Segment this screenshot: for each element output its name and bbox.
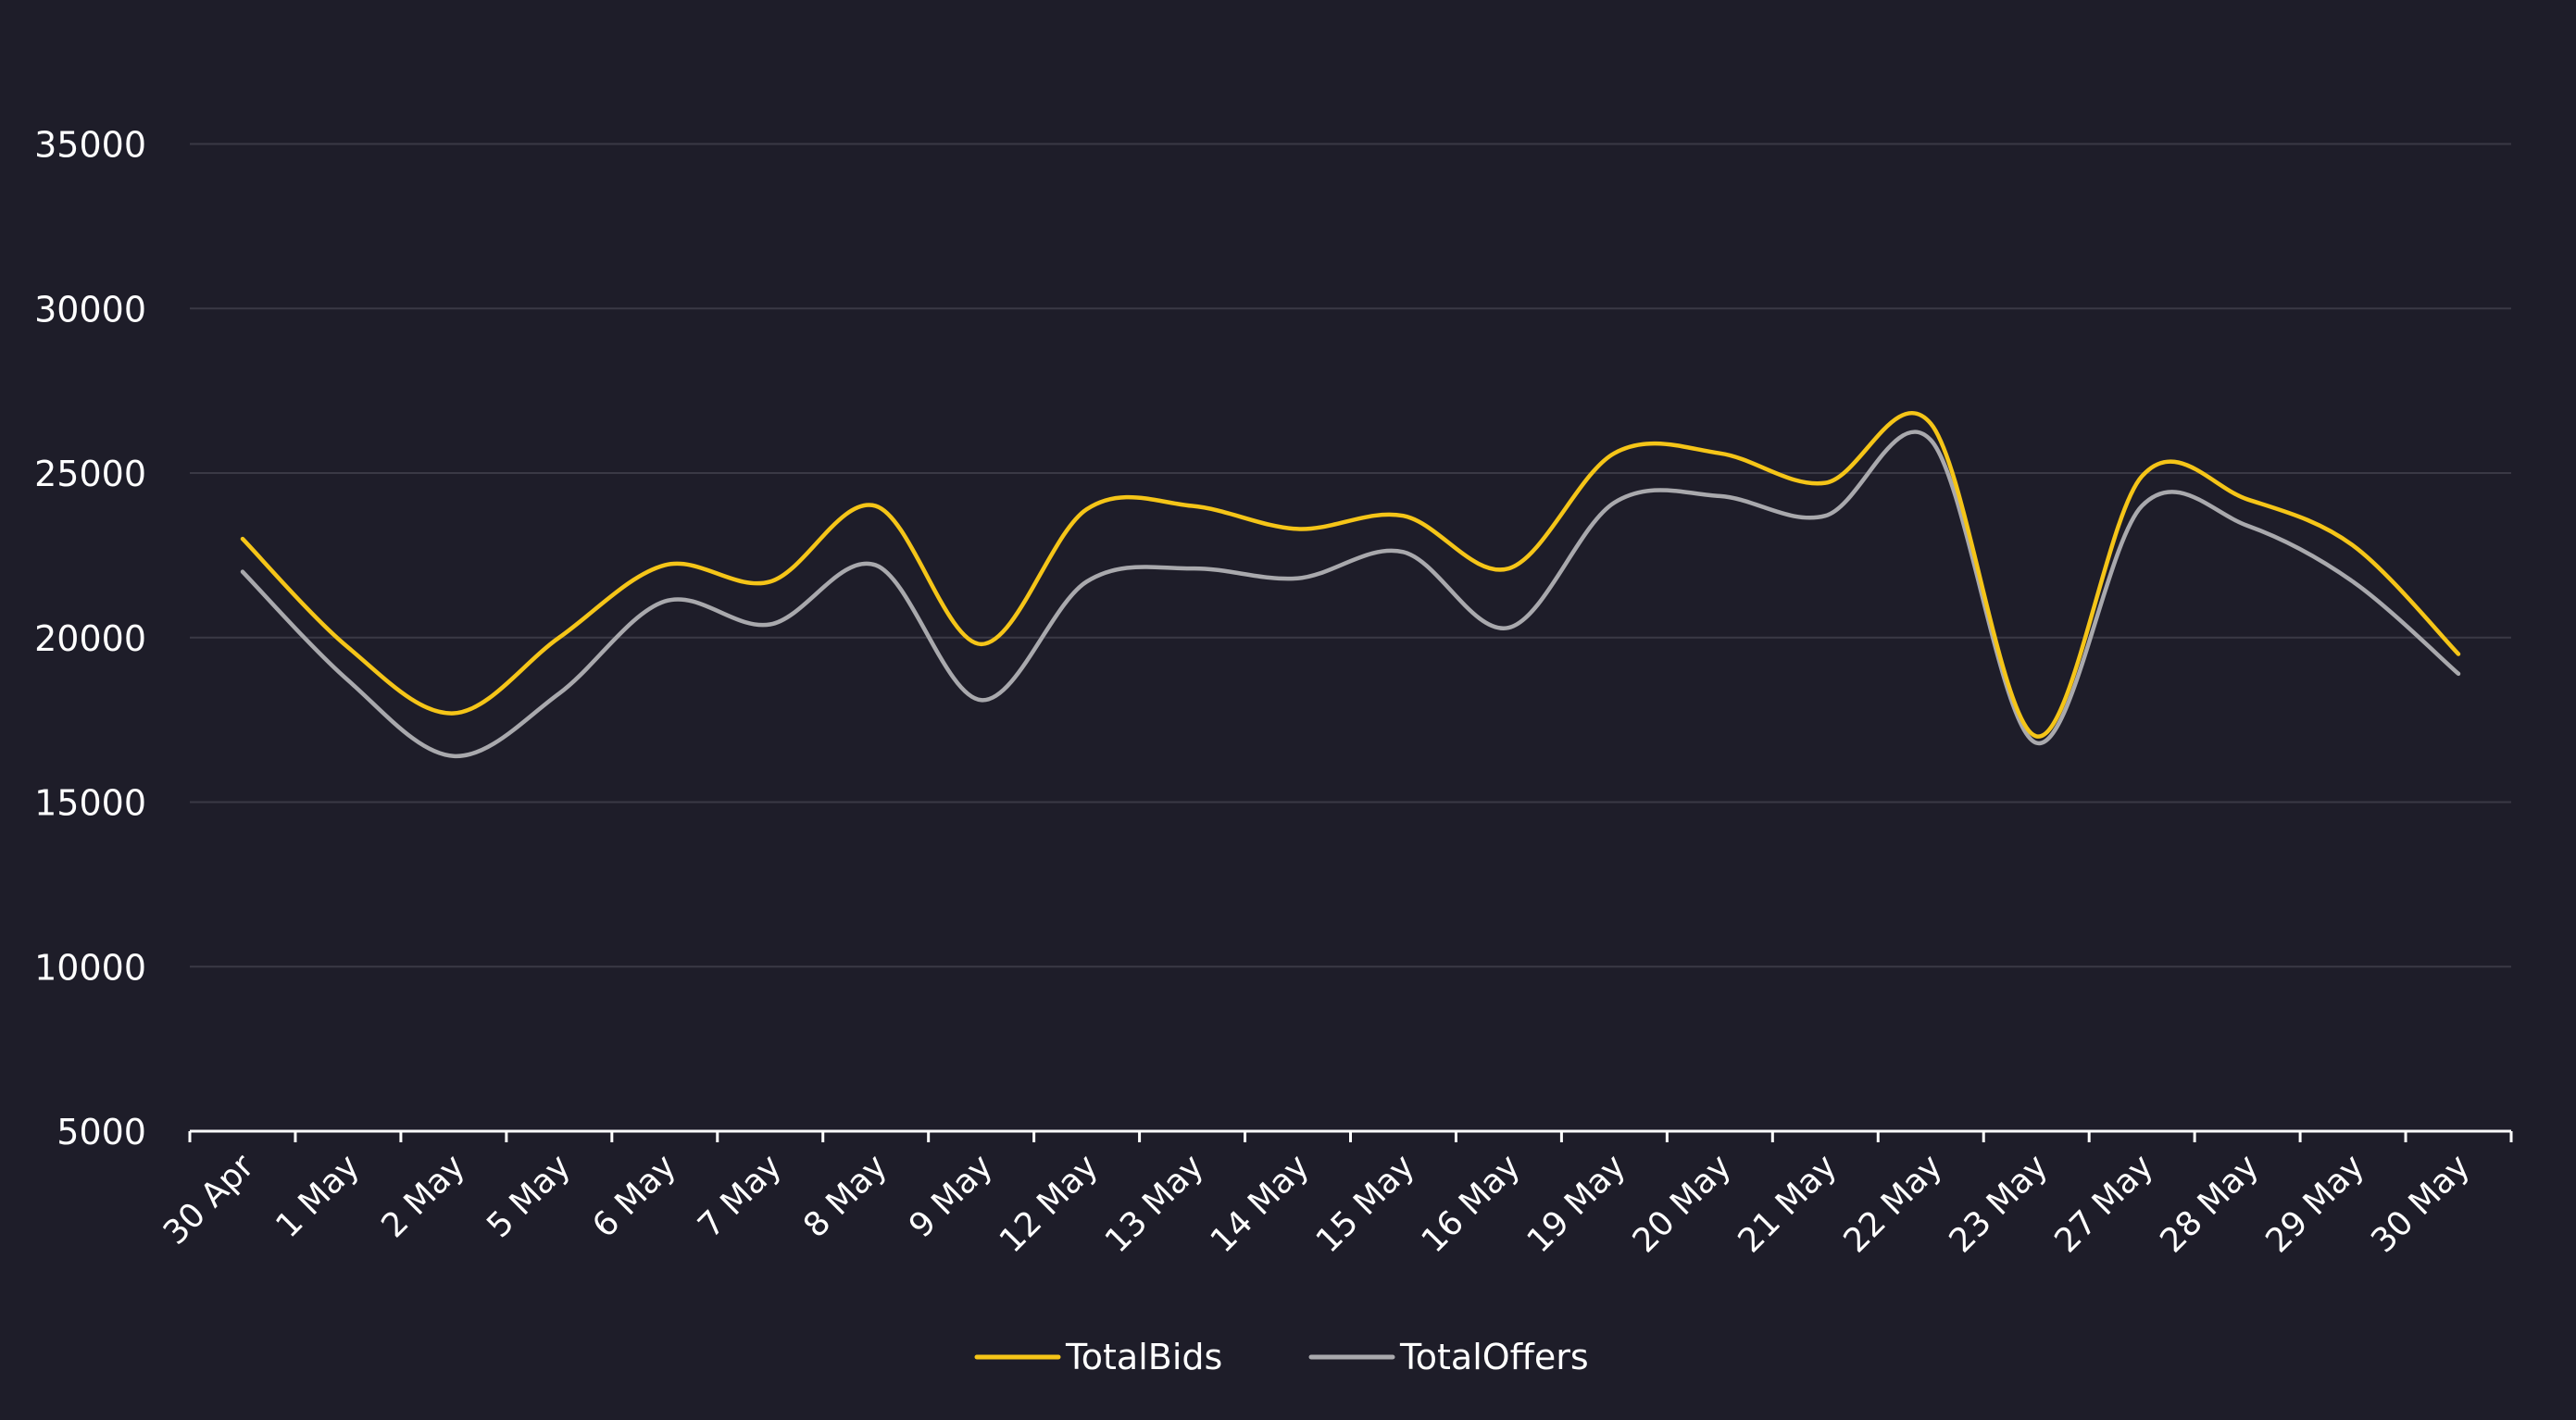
x-tick-label: 28 May (2153, 1147, 2266, 1260)
x-tick-label: 15 May (1309, 1147, 1422, 1260)
x-tick-label: 22 May (1837, 1147, 1950, 1260)
gridlines (190, 143, 2511, 968)
y-tick-label: 15000 (34, 783, 146, 824)
legend: TotalBids TotalOffers (974, 1337, 1589, 1377)
x-tick-label: 30 May (2364, 1147, 2477, 1260)
x-tick-label: 9 May (902, 1147, 1000, 1245)
x-tick-label: 13 May (1098, 1147, 1211, 1260)
x-tick-label: 19 May (1520, 1147, 1633, 1260)
x-tick-label: 30 Apr (156, 1147, 262, 1252)
y-tick-label: 5000 (56, 1112, 146, 1152)
x-tick-label: 2 May (374, 1147, 472, 1245)
x-tick-label: 5 May (480, 1147, 578, 1245)
legend-label-totalbids: TotalBids (1065, 1337, 1222, 1377)
x-tick-label: 12 May (993, 1147, 1106, 1260)
x-tick-label: 23 May (1942, 1147, 2055, 1260)
legend-label-totaloffers: TotalOffers (1399, 1337, 1589, 1377)
y-tick-label: 10000 (34, 947, 146, 988)
x-tick-label: 8 May (796, 1147, 894, 1245)
series-line-totalbids (240, 411, 2461, 739)
y-tick-label: 25000 (34, 454, 146, 494)
x-tick-label: 1 May (269, 1147, 367, 1245)
y-tick-label: 35000 (34, 125, 146, 166)
x-tick-label: 7 May (691, 1147, 789, 1245)
x-tick-label: 16 May (1415, 1147, 1528, 1260)
x-tick-label: 6 May (585, 1147, 683, 1245)
y-axis: 5000 10000 15000 20000 25000 30000 35000 (34, 125, 146, 1153)
series-line-totaloffers (240, 430, 2461, 758)
x-tick-label: 27 May (2047, 1147, 2160, 1260)
x-tick-label: 20 May (1626, 1147, 1739, 1260)
y-tick-label: 20000 (34, 618, 146, 659)
x-tick-label: 21 May (1732, 1147, 1844, 1260)
y-tick-label: 30000 (34, 289, 146, 330)
x-tick-label: 14 May (1204, 1147, 1317, 1260)
x-axis: 30 Apr 1 May 2 May 5 May 6 May 7 May 8 May 9 Ma… (156, 1129, 2513, 1260)
x-tick-label: 29 May (2258, 1147, 2371, 1260)
series-lines (240, 411, 2461, 758)
